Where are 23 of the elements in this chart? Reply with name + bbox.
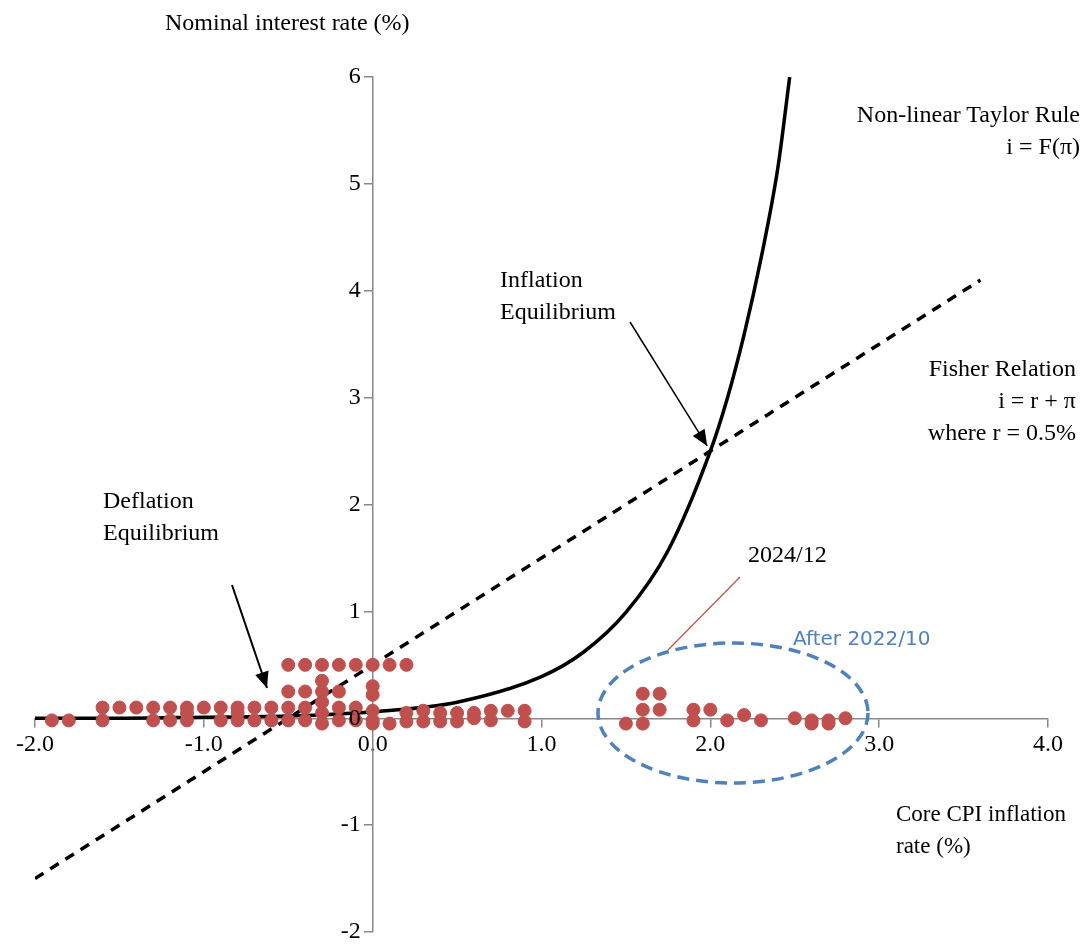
annotation: Non-linear Taylor Rule i = F(π) (856, 100, 1080, 161)
x-tick-label: 2.0 (695, 729, 726, 756)
annotation: 2024/12 (748, 540, 827, 569)
x-tick-label: -2.0 (16, 729, 54, 756)
x-tick-label: 4.0 (1033, 729, 1063, 756)
x-tick-label: 0.0 (357, 729, 388, 756)
annotation: After 2022/10 (793, 625, 931, 652)
y-tick-label: 1 (348, 596, 361, 623)
annotation: Fisher Relation i = r + π where r = 0.5% (927, 354, 1076, 447)
y-tick-label: 4 (348, 276, 361, 303)
x-tick-label: 1.0 (526, 729, 557, 756)
x-tick-label: 3.0 (864, 729, 895, 756)
y-tick-label: 2 (348, 489, 361, 516)
y-tick-label: 3 (348, 382, 361, 409)
y-tick-label: 5 (348, 169, 361, 196)
x-axis-title: Core CPI inflation rate (%) (896, 800, 1067, 860)
x-tick-label: -1.0 (184, 729, 223, 756)
y-tick-label: 6 (348, 62, 361, 89)
annotation: Deflation Equilibrium (103, 486, 220, 547)
y-tick-label: -1 (340, 810, 361, 837)
y-axis-title: Nominal interest rate (%) (165, 8, 410, 37)
y-tick-label: -2 (340, 917, 361, 944)
annotation: Inflation Equilibrium (500, 265, 617, 326)
